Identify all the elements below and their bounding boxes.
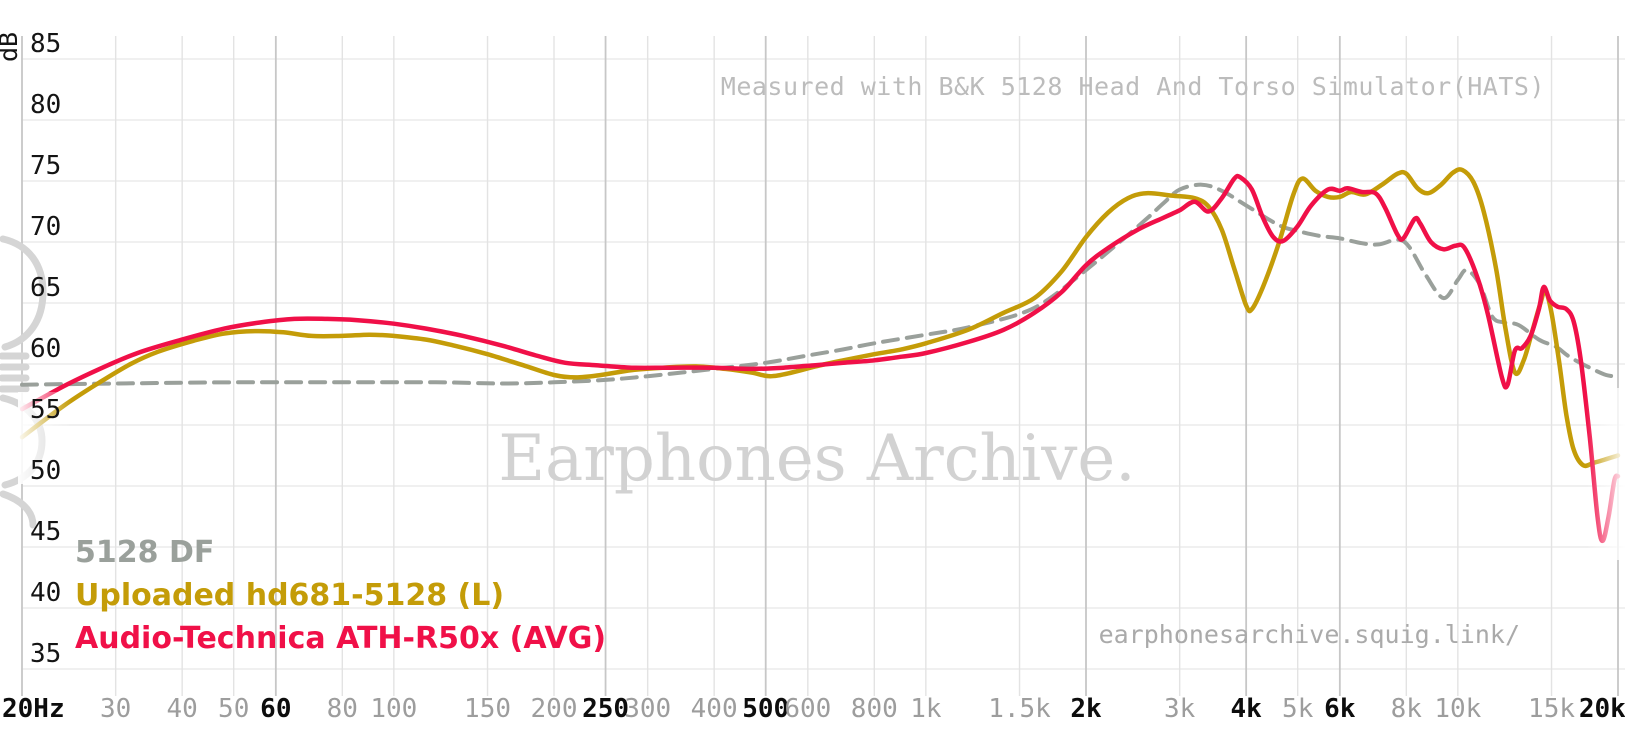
curve-5128-df xyxy=(20,182,1620,387)
y-tick-label: 80 xyxy=(30,90,61,120)
legend-item-uploaded-hd681[interactable]: Uploaded hd681-5128 (L) xyxy=(75,578,505,613)
legend-item-ath-r50x[interactable]: Audio-Technica ATH-R50x (AVG) xyxy=(75,621,607,656)
curve-fade-right xyxy=(1586,388,1625,560)
x-tick-label: 3k xyxy=(1164,694,1196,724)
x-tick-label: 150 xyxy=(464,694,511,724)
x-tick-label: 80 xyxy=(327,694,358,724)
measurement-rig-watermark: Measured with B&K 5128 Head And Torso Si… xyxy=(720,72,1545,101)
curve-uploaded-hd681-5128-l xyxy=(19,167,1621,469)
x-tick-label: 10k xyxy=(1434,694,1481,724)
x-tick-label: 1.5k xyxy=(988,694,1051,724)
x-tick-label: 500 xyxy=(742,694,789,724)
x-tick-label: 100 xyxy=(370,694,417,724)
x-tick-label: 40 xyxy=(166,694,197,724)
y-tick-label: 60 xyxy=(30,334,61,364)
y-tick-label: 85 xyxy=(30,29,61,59)
y-tick-label: 50 xyxy=(30,456,61,486)
x-tick-label: 2k xyxy=(1070,694,1102,724)
y-tick-label: 75 xyxy=(30,151,61,181)
axis-labels: 85 80 75 70 65 60 55 50 45 40 35 20Hz 30 40 50 60 80 100 1… xyxy=(0,29,1625,724)
x-tick-label: 4k xyxy=(1230,694,1262,724)
x-tick-label: 50 xyxy=(218,694,249,724)
y-axis-unit-label: dB xyxy=(0,32,23,62)
x-tick-label: 5k xyxy=(1282,694,1314,724)
curve-fade-left xyxy=(18,392,72,484)
x-tick-label: 30 xyxy=(100,694,131,724)
y-tick-label: 45 xyxy=(30,517,61,547)
x-tick-label: 400 xyxy=(691,694,738,724)
x-tick-label: 15k xyxy=(1528,694,1575,724)
y-tick-label: 65 xyxy=(30,273,61,303)
x-tick-label: 60 xyxy=(260,694,291,724)
site-watermark: Earphones Archive. xyxy=(498,422,1136,496)
y-tick-label: 40 xyxy=(30,578,61,608)
x-tick-label: 600 xyxy=(784,694,831,724)
y-tick-label: 35 xyxy=(30,639,61,669)
x-tick-label: 200 xyxy=(531,694,578,724)
x-tick-label: 300 xyxy=(624,694,671,724)
x-tick-label: 1k xyxy=(910,694,942,724)
x-tick-label: 6k xyxy=(1324,694,1356,724)
x-tick-label: 20kHz xyxy=(1579,694,1625,724)
y-tick-label: 70 xyxy=(30,212,61,242)
x-tick-label: 800 xyxy=(851,694,898,724)
x-tick-label: 20Hz xyxy=(2,694,65,724)
site-url-watermark: earphonesarchive.squig.link/ xyxy=(1098,620,1520,649)
legend-item-5128-df[interactable]: 5128 DF xyxy=(75,535,215,570)
x-tick-label: 250 xyxy=(582,694,629,724)
curve-audio-technica-ath-r50x-avg xyxy=(19,173,1621,544)
y-tick-label: 55 xyxy=(30,395,61,425)
legend: 5128 DF Uploaded hd681-5128 (L) Audio-Te… xyxy=(75,531,606,660)
x-tick-label: 8k xyxy=(1391,694,1423,724)
